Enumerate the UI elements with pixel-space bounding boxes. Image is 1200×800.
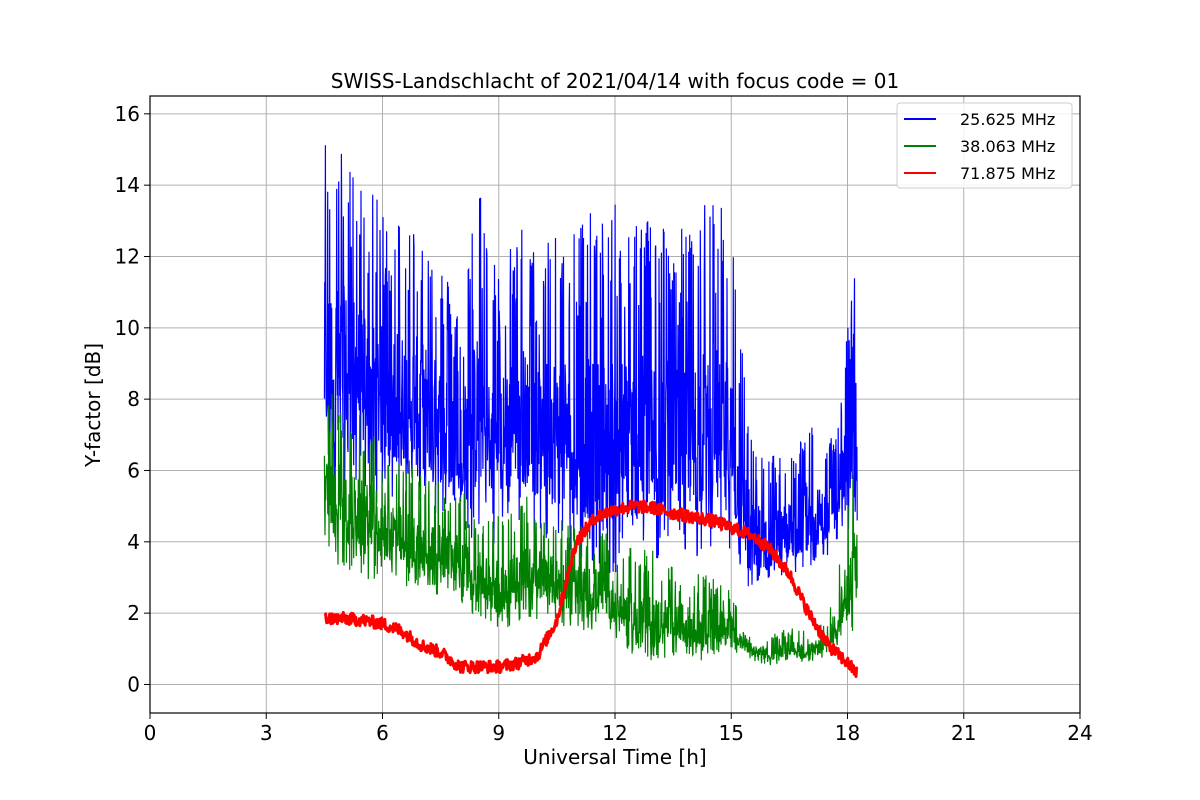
legend: 25.625 MHz 38.063 MHz 71.875 MHz [896,102,1073,189]
y-tick-label: 6 [127,458,140,482]
x-tick-label: 21 [951,721,976,745]
chart-title: SWISS-Landschlacht of 2021/04/14 with fo… [331,69,899,93]
legend-box [896,102,1073,189]
series-line-2 [323,499,859,678]
series-line-1 [323,394,858,666]
x-tick-label: 3 [260,721,273,745]
y-tick-label: 0 [127,672,140,696]
y-tick-label: 10 [115,316,140,340]
x-tick-label: 15 [719,721,744,745]
x-tick-label: 9 [492,721,505,745]
x-tick-label: 24 [1067,721,1092,745]
y-tick-label: 2 [127,601,140,625]
y-tick-label: 16 [115,102,140,126]
x-tick-label: 6 [376,721,389,745]
x-axis-label: Universal Time [h] [523,745,706,769]
legend-label-0: 25.625 MHz [960,110,1055,129]
x-tick-label: 12 [602,721,627,745]
legend-label-2: 71.875 MHz [960,164,1055,183]
x-tick-label: 0 [144,721,157,745]
y-tick-label: 8 [127,387,140,411]
x-tick-label: 18 [835,721,860,745]
series-line-0 [323,145,858,587]
legend-label-1: 38.063 MHz [960,137,1055,156]
plot-area [323,145,859,678]
y-tick-label: 12 [115,244,140,268]
y-tick-label: 14 [115,173,140,197]
y-axis-label: Y-factor [dB] [81,343,105,468]
y-tick-label: 4 [127,530,140,554]
